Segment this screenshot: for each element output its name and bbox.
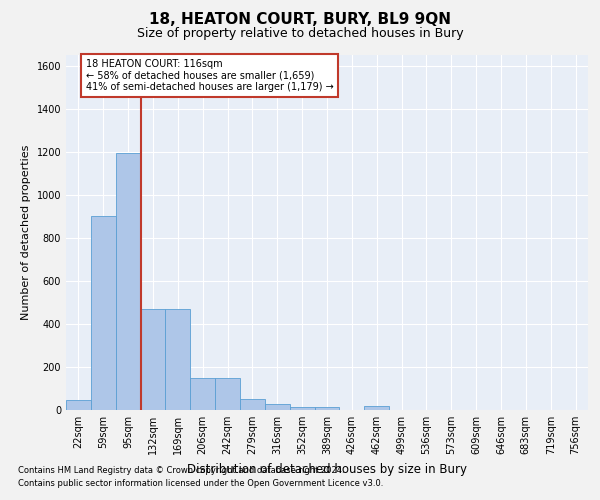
Text: 18 HEATON COURT: 116sqm
← 58% of detached houses are smaller (1,659)
41% of semi: 18 HEATON COURT: 116sqm ← 58% of detache…: [86, 58, 334, 92]
Bar: [91, 216, 116, 410]
Bar: [314, 407, 340, 410]
Y-axis label: Number of detached properties: Number of detached properties: [21, 145, 31, 320]
Text: 18, HEATON COURT, BURY, BL9 9QN: 18, HEATON COURT, BURY, BL9 9QN: [149, 12, 451, 28]
X-axis label: Distribution of detached houses by size in Bury: Distribution of detached houses by size …: [187, 462, 467, 475]
Bar: [290, 407, 314, 410]
Text: Size of property relative to detached houses in Bury: Size of property relative to detached ho…: [137, 28, 463, 40]
Bar: [364, 406, 389, 410]
Bar: [140, 309, 166, 410]
Bar: [166, 309, 190, 410]
Text: Contains HM Land Registry data © Crown copyright and database right 2024.
Contai: Contains HM Land Registry data © Crown c…: [18, 466, 383, 487]
Bar: [215, 378, 240, 410]
Bar: [265, 404, 290, 410]
Bar: [190, 378, 215, 410]
Bar: [116, 153, 140, 410]
Bar: [66, 400, 91, 410]
Bar: [240, 399, 265, 410]
